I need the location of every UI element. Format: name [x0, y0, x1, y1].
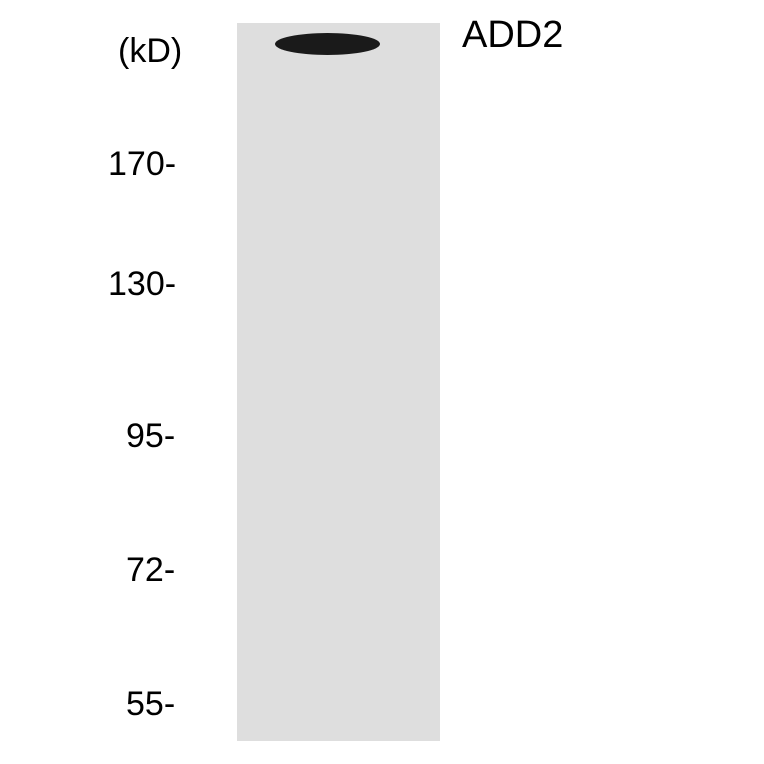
- marker-label: 55-: [126, 685, 175, 723]
- blot-container: (kD) 170- 130- 95- 72- 55- ADD2: [0, 0, 764, 764]
- lane-label: ADD2: [462, 14, 563, 57]
- marker-95: 95-: [126, 417, 175, 456]
- marker-label: 95-: [126, 417, 175, 455]
- marker-label: 72-: [126, 551, 175, 589]
- unit-label: (kD): [118, 32, 182, 71]
- protein-band: [275, 33, 380, 55]
- gel-lane: [237, 23, 440, 741]
- marker-170: 170-: [108, 145, 176, 184]
- marker-72: 72-: [126, 551, 175, 590]
- marker-130: 130-: [108, 265, 176, 304]
- marker-label: 130-: [108, 265, 176, 303]
- marker-label: 170-: [108, 145, 176, 183]
- marker-55: 55-: [126, 685, 175, 724]
